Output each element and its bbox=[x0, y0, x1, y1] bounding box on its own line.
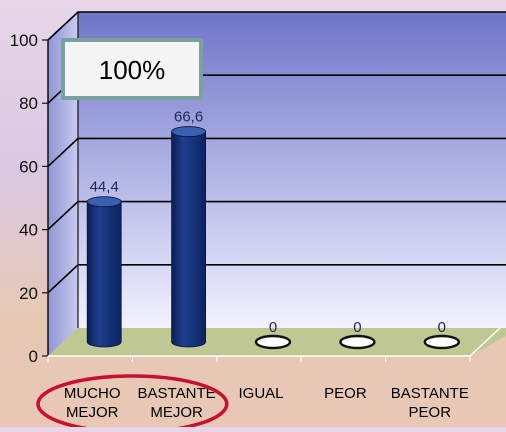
y-tick-label: 80 bbox=[19, 94, 38, 113]
bar bbox=[254, 334, 292, 350]
bar bbox=[339, 334, 376, 350]
y-tick-label: 60 bbox=[19, 157, 38, 176]
data-label: 66,6 bbox=[174, 109, 203, 126]
x-tick-label: IGUAL bbox=[238, 385, 283, 402]
bar bbox=[423, 334, 460, 350]
data-label: 0 bbox=[353, 319, 361, 336]
y-tick-label: 0 bbox=[29, 347, 38, 366]
x-tick-label: MUCHO MEJOR bbox=[64, 385, 121, 421]
data-label: 44,4 bbox=[90, 179, 119, 196]
bar bbox=[86, 196, 122, 348]
x-tick-label: BASTANTE MEJOR bbox=[138, 385, 216, 421]
highlight-ellipse bbox=[36, 374, 229, 432]
annotation-text: 100% bbox=[99, 55, 166, 85]
annotation-box: 100% bbox=[61, 38, 203, 100]
bar bbox=[171, 126, 207, 348]
x-tick-label: PEOR bbox=[324, 385, 367, 402]
y-tick-label: 20 bbox=[19, 284, 38, 303]
data-label: 0 bbox=[269, 319, 277, 336]
y-tick-label: 100 bbox=[10, 31, 38, 50]
data-label: 0 bbox=[438, 319, 446, 336]
x-tick-label: BASTANTE PEOR bbox=[391, 385, 469, 421]
y-tick-label: 40 bbox=[19, 221, 38, 240]
